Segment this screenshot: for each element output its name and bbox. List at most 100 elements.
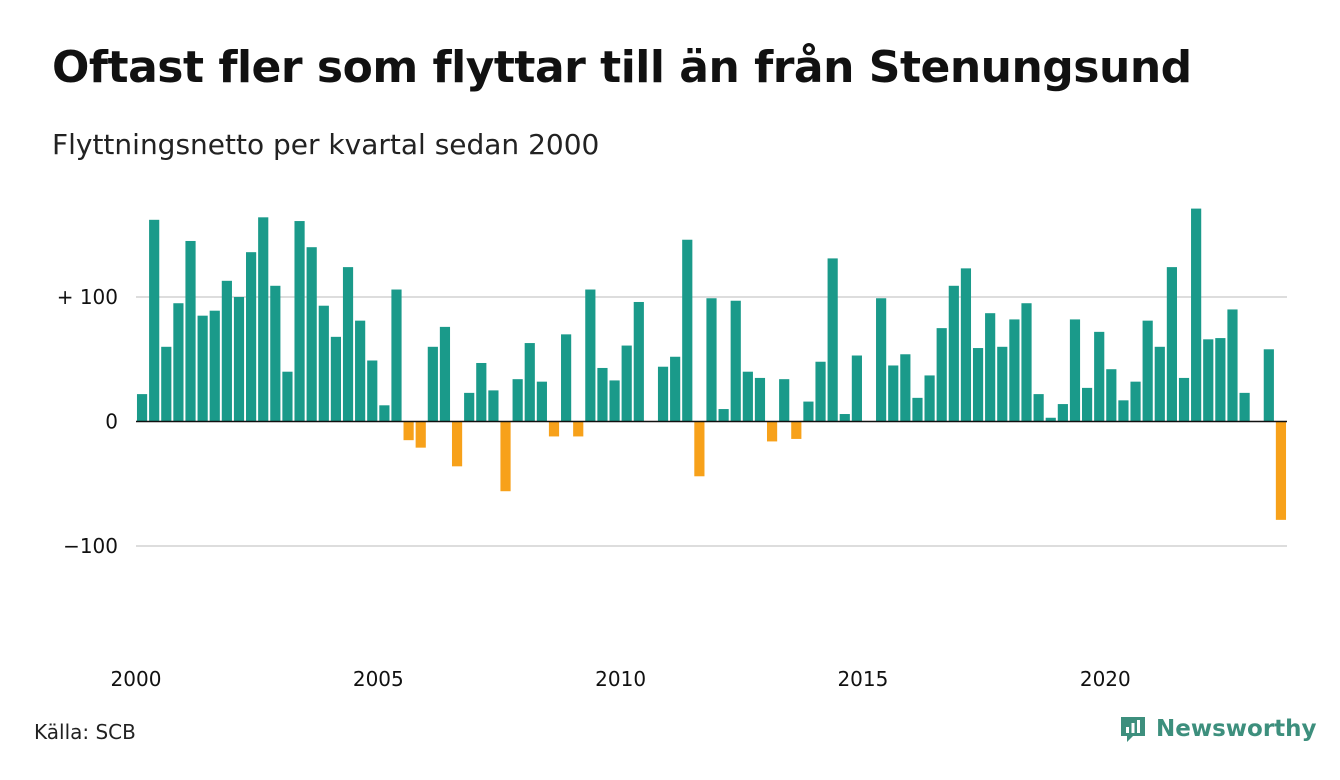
bar	[585, 289, 596, 422]
bar	[754, 377, 766, 422]
bar	[948, 285, 959, 422]
bar	[342, 267, 354, 422]
bar	[512, 379, 523, 422]
bar	[1094, 331, 1105, 422]
bar	[597, 367, 608, 422]
bar	[718, 409, 729, 422]
bar	[1106, 369, 1117, 422]
bar	[742, 371, 753, 422]
bar	[972, 348, 984, 422]
y-tick-labels: + 100 0 −100	[57, 285, 118, 558]
x-tick-label: 2000	[111, 667, 162, 691]
x-tick-label: 2015	[837, 667, 888, 691]
bar	[524, 343, 535, 422]
bar	[803, 401, 814, 422]
chart-title: Oftast fler som flyttar till än från Ste…	[52, 42, 1192, 93]
bar	[476, 362, 487, 422]
bar	[779, 379, 790, 422]
gridlines	[136, 296, 1287, 547]
bar	[573, 421, 584, 437]
bar	[1033, 394, 1044, 422]
bar	[706, 298, 717, 422]
bar	[136, 394, 148, 422]
bar	[1130, 381, 1141, 422]
y-tick-label: 0	[105, 410, 118, 434]
bar	[149, 219, 160, 422]
bar-chart: + 100 0 −100 2000 2005 2010 2015 2020	[57, 208, 1287, 691]
bar	[282, 371, 293, 422]
bar	[1239, 392, 1250, 422]
brand: Newsworthy	[1118, 714, 1317, 744]
bar	[924, 375, 935, 422]
bar	[1069, 319, 1081, 422]
bar	[1191, 208, 1202, 422]
bar	[1154, 346, 1165, 422]
brand-name: Newsworthy	[1156, 716, 1317, 742]
bar	[318, 305, 329, 422]
bar	[185, 240, 196, 422]
bar	[403, 421, 414, 441]
bar	[197, 315, 208, 422]
bar	[355, 320, 366, 422]
bar	[633, 301, 644, 422]
bar	[900, 354, 911, 422]
x-tick-label: 2020	[1080, 667, 1131, 691]
y-tick-label: −100	[63, 534, 118, 558]
bar	[233, 297, 245, 422]
bar	[306, 247, 317, 422]
x-tick-label: 2005	[353, 667, 404, 691]
bar	[1082, 387, 1093, 422]
bar	[1263, 349, 1274, 422]
bar	[1203, 339, 1214, 422]
bar	[330, 336, 341, 422]
bar	[415, 421, 426, 448]
bar	[427, 346, 438, 422]
bar	[294, 221, 305, 422]
bar	[161, 346, 172, 422]
chart-subtitle: Flyttningsnetto per kvartal sedan 2000	[52, 128, 600, 161]
newsworthy-logo-icon	[1121, 717, 1145, 742]
bar	[1009, 319, 1020, 422]
bar	[657, 366, 669, 422]
bar	[985, 313, 996, 422]
bar	[876, 298, 887, 422]
bar	[379, 405, 390, 422]
bar	[548, 421, 560, 437]
bar	[209, 310, 220, 422]
bar	[766, 421, 778, 442]
bar	[221, 280, 232, 422]
bar	[609, 380, 620, 422]
bar	[500, 421, 511, 492]
bar	[682, 239, 693, 422]
bar	[488, 390, 499, 422]
bar	[960, 268, 972, 422]
bar	[1021, 303, 1032, 422]
bar	[1045, 417, 1056, 422]
bar	[1275, 421, 1287, 520]
bar	[451, 421, 463, 467]
bar	[439, 326, 451, 422]
bar	[621, 345, 632, 422]
bar	[464, 392, 475, 422]
bar	[815, 361, 826, 422]
bar	[730, 300, 741, 422]
bar	[827, 258, 838, 422]
x-tick-label: 2010	[595, 667, 646, 691]
bar	[670, 356, 681, 422]
bar	[1178, 377, 1190, 422]
bar	[258, 217, 269, 422]
bar	[391, 289, 402, 422]
bar	[1142, 320, 1153, 422]
bar	[936, 328, 947, 422]
bar	[997, 346, 1008, 422]
bar	[246, 252, 257, 422]
bar	[270, 285, 281, 422]
bar	[694, 421, 705, 477]
bar	[839, 414, 850, 422]
bar	[367, 360, 378, 422]
bar	[1166, 267, 1177, 422]
x-tick-labels: 2000 2005 2010 2015 2020	[111, 667, 1131, 691]
y-tick-label: + 100	[57, 285, 118, 309]
bar	[1057, 404, 1068, 422]
bar	[536, 381, 547, 422]
